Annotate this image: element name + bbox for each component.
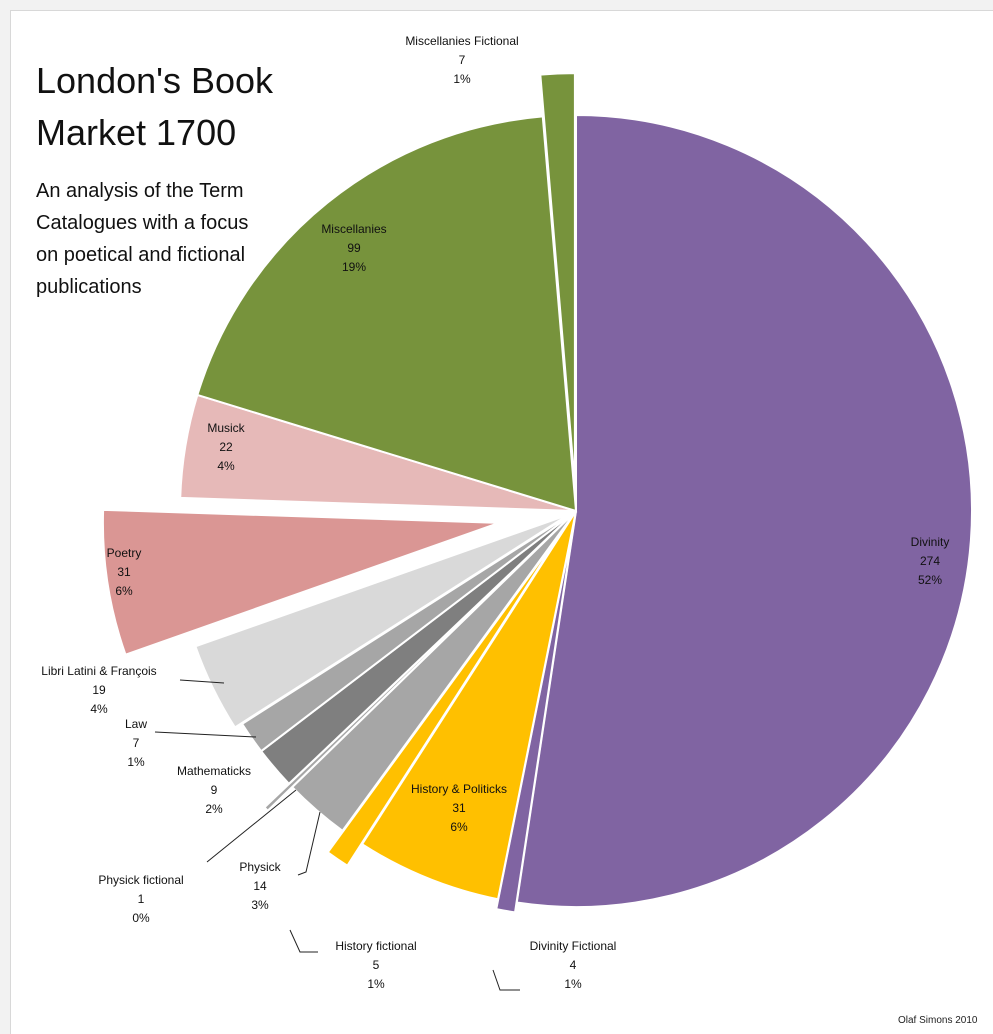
- leader-line-law: [154, 731, 257, 738]
- slice-label-physick-fictional: Physick fictional 1 0%: [98, 873, 183, 925]
- pie-slice-miscellanies-fictional: [539, 72, 576, 486]
- slice-labels: Divinity 274 52% Divinity Fictional 4 1% Histo…: [41, 34, 949, 991]
- slice-label-poetry: Poetry 31 6%: [107, 546, 142, 598]
- leader-line-physick-fictional: [206, 789, 297, 863]
- slice-label-divinity: Divinity 274 52%: [911, 535, 950, 587]
- leader-line-physick: [297, 811, 321, 876]
- pie-slice-divinity: [515, 113, 973, 908]
- pie-slices: [101, 72, 973, 914]
- author-credit: Olaf Simons 2010: [898, 1015, 978, 1026]
- slice-label-history-fictional: History fictional 5 1%: [335, 939, 416, 991]
- pie-slice-libri-latini-fran-ois: [194, 513, 570, 729]
- slice-label-divinity-fictional: Divinity Fictional 4 1%: [530, 939, 617, 991]
- pie-slice-poetry: [101, 508, 500, 657]
- pie-slice-history-politicks: [360, 510, 577, 901]
- slice-label-history-politicks: History & Politicks 31 6%: [411, 782, 507, 834]
- leader-line-history-fictional: [289, 929, 318, 953]
- chart-subtitle: An analysis of the Term Catalogues with …: [36, 180, 249, 298]
- slice-label-mathematicks: Mathematicks 9 2%: [177, 764, 251, 816]
- slice-label-musick: Musick 22 4%: [207, 421, 245, 473]
- slice-label-law: Law 7 1%: [125, 717, 147, 769]
- slice-label-miscellanies: Miscellanies 99 19%: [321, 222, 386, 274]
- slice-label-libri-latini-fran-ois: Libri Latini & François 19 4%: [41, 664, 156, 716]
- leader-lines: [154, 679, 520, 991]
- chart-title: London's Book Market 1700: [36, 60, 274, 153]
- pie-slice-history-fictional: [326, 531, 563, 868]
- leader-line-libri-latini-fran-ois: [179, 679, 225, 684]
- slice-label-miscellanies-fictional: Miscellanies Fictional 7 1%: [405, 34, 518, 86]
- pie-slice-miscellanies: [196, 115, 578, 513]
- slice-label-physick: Physick 14 3%: [239, 860, 281, 912]
- leader-line-divinity-fictional: [492, 969, 520, 991]
